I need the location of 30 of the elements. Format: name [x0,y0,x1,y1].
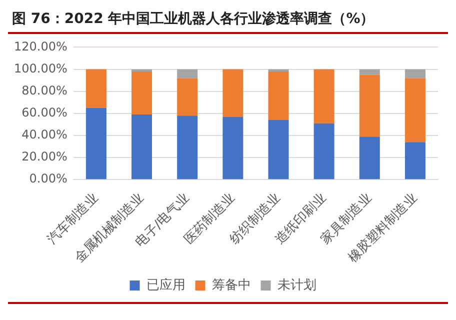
bar [222,69,244,117]
bar [314,123,334,180]
bar [359,69,380,75]
bar [86,69,106,108]
bar [222,116,244,180]
legend-label: 已应用 [146,276,186,293]
y-tick-label: 0.00% [29,172,68,186]
bar [86,108,106,180]
bar [359,74,380,137]
chart-title: 图 76：2022 年中国工业机器人各行业渗透率调查（%） [11,10,376,29]
y-tick-label: 100.00% [14,61,68,76]
bar [132,71,152,115]
bar [404,142,426,180]
y-tick-label: 120.00% [14,39,68,54]
y-tick-label: 40.00% [22,128,68,142]
bar [132,114,152,180]
bar [268,120,289,180]
y-tick-label: 20.00% [22,150,68,164]
bar [177,116,198,180]
bar [177,69,198,78]
bar [404,69,426,78]
legend-label: 筹备中 [212,278,251,293]
bar [404,78,426,142]
legend-label: 未计划 [277,278,316,293]
y-tick-label: 80.00% [22,83,68,98]
y-tick-label: 60.00% [22,106,68,120]
bar [359,136,380,180]
bar [177,78,198,116]
bar [268,71,289,120]
bar [314,69,334,124]
